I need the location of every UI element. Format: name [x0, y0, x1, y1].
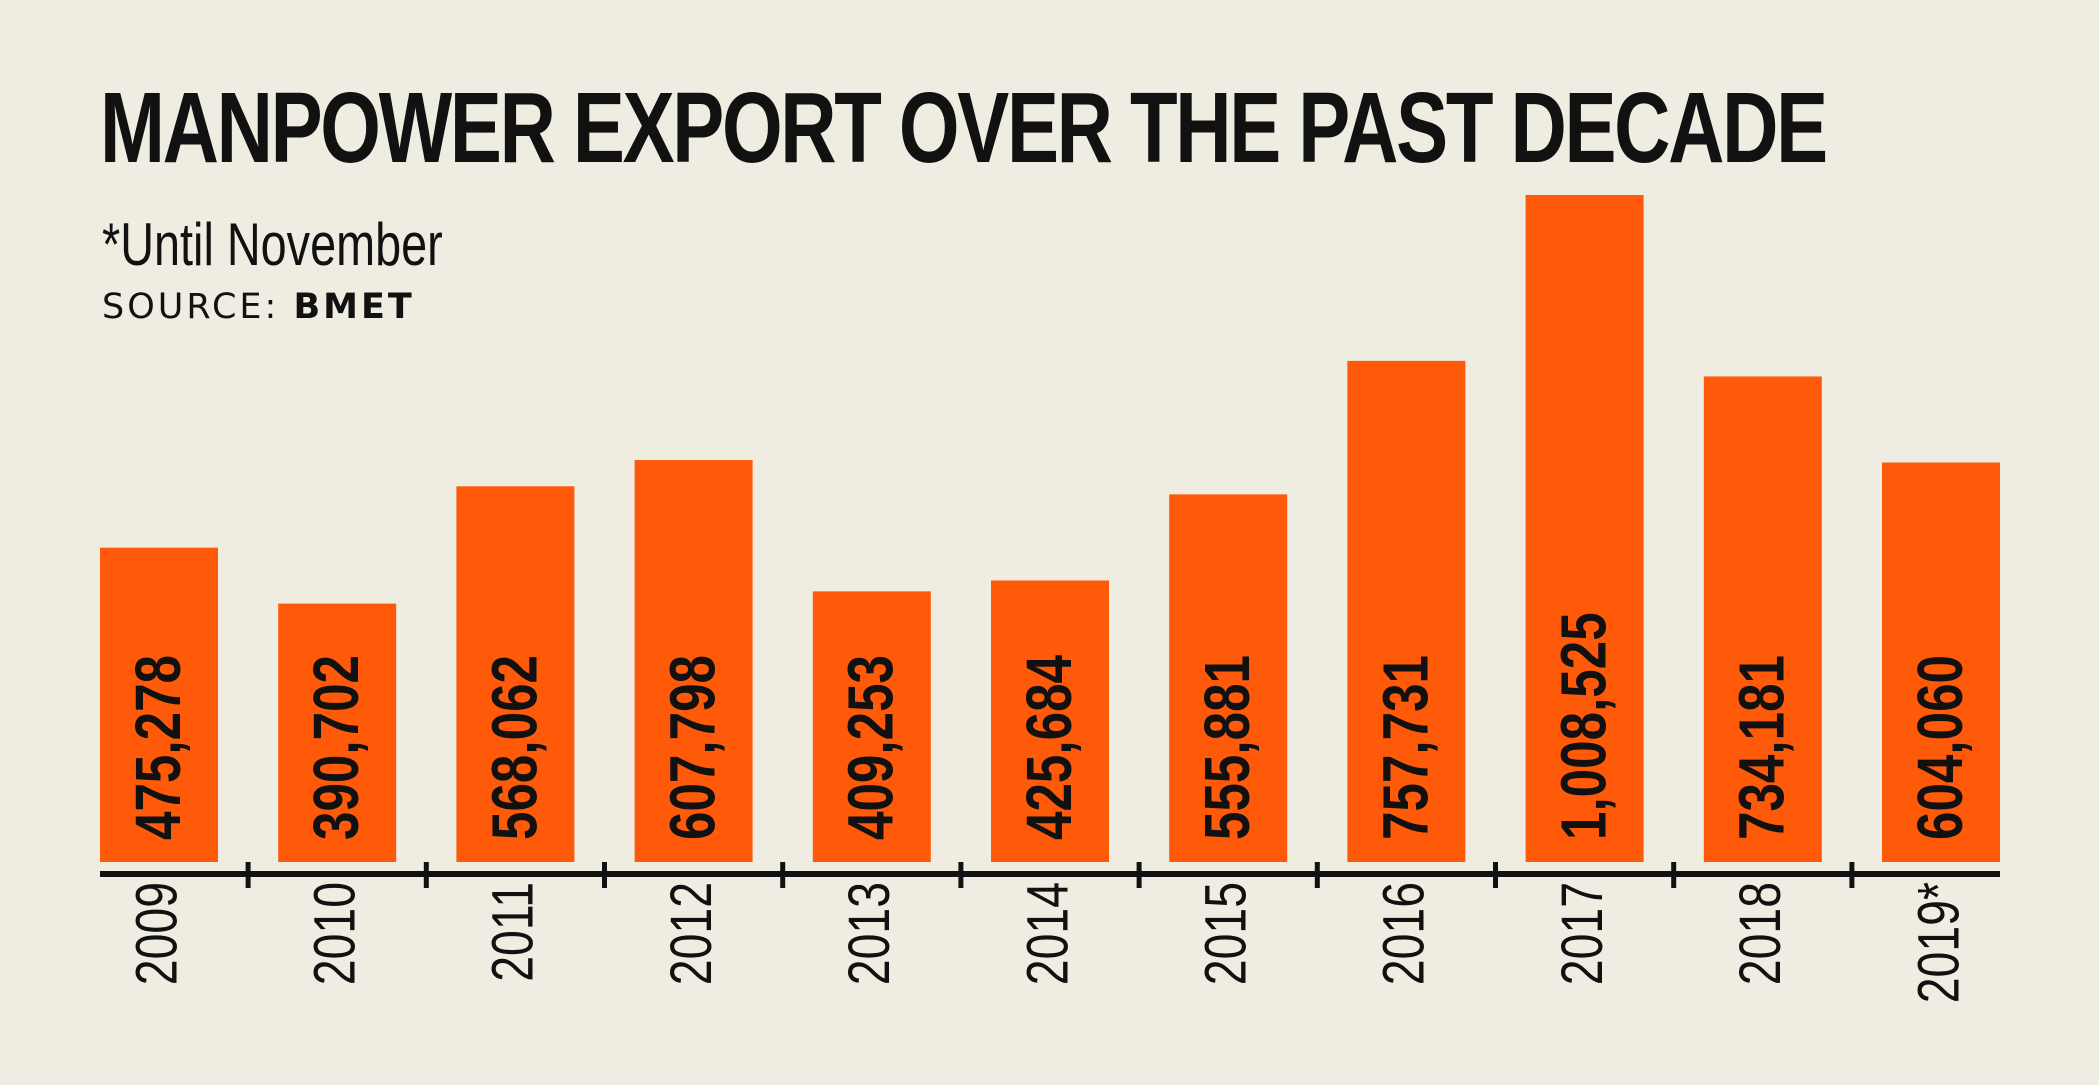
category-label-2017: 2017 — [1550, 882, 1615, 985]
source-label: SOURCE: — [102, 287, 280, 327]
value-label-2014: 425,684 — [1015, 655, 1086, 840]
bar-2011 — [456, 486, 575, 862]
value-label-2018: 734,181 — [1727, 655, 1798, 840]
bar-2009 — [100, 547, 218, 862]
bar-2014 — [991, 580, 1109, 862]
value-label-2011: 568,062 — [480, 655, 551, 840]
category-label-2012: 2012 — [659, 882, 724, 985]
source-line: SOURCE: BMET — [102, 290, 415, 325]
chart-title: MANPOWER EXPORT OVER THE PAST DECADE — [100, 72, 1828, 184]
bar-2019* — [1882, 462, 2000, 862]
category-label-2010: 2010 — [303, 882, 368, 985]
source-value: BMET — [293, 287, 415, 327]
bar-2018 — [1703, 376, 1822, 862]
category-label-2009: 2009 — [124, 882, 189, 985]
bar-2013 — [812, 591, 931, 862]
bar-2012 — [634, 460, 753, 862]
value-label-2016: 757,731 — [1371, 655, 1442, 840]
category-label-2018: 2018 — [1728, 882, 1793, 985]
value-label-2009: 475,278 — [124, 655, 195, 840]
category-label-2015: 2015 — [1194, 882, 1259, 985]
category-label-2016: 2016 — [1372, 882, 1437, 985]
bar-2010 — [278, 603, 397, 862]
bar-2015 — [1169, 494, 1288, 862]
value-label-2019*: 604,060 — [1906, 655, 1977, 840]
bar-2017 — [1525, 195, 1644, 862]
category-label-2013: 2013 — [837, 882, 902, 985]
value-label-2017: 1,008,525 — [1549, 612, 1620, 840]
bar-2016 — [1347, 360, 1466, 862]
value-label-2010: 390,702 — [302, 655, 373, 840]
value-label-2013: 409,253 — [836, 655, 907, 840]
category-label-2019*: 2019* — [1906, 882, 1971, 1003]
chart-note: *Until November — [102, 211, 443, 278]
value-label-2015: 555,881 — [1193, 655, 1264, 840]
category-label-2014: 2014 — [1015, 882, 1080, 985]
value-label-2012: 607,798 — [658, 655, 729, 840]
category-label-2011: 2011 — [481, 882, 546, 982]
